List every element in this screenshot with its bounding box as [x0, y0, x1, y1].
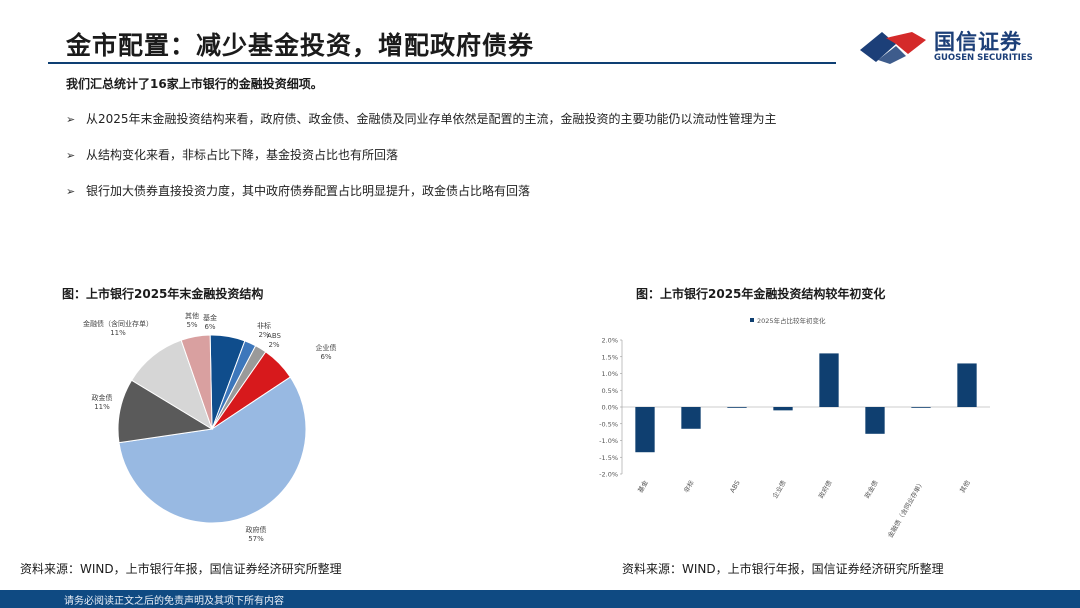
footer-bar: 请务必阅读正文之后的免责声明及其项下所有内容	[0, 590, 1080, 608]
bullet-list: ➢ 从2025年末金融投资结构来看，政府债、政金债、金融债及同业存单依然是配置的主…	[66, 110, 777, 218]
arrow-bullet-icon: ➢	[66, 185, 76, 198]
y-tick-label: -2.0%	[599, 471, 618, 479]
x-category-label: 基金	[635, 478, 650, 494]
bar-5	[865, 407, 885, 434]
x-category-label: 政金债	[862, 478, 880, 500]
bar-7	[957, 363, 977, 407]
y-tick-label: -0.5%	[599, 420, 618, 428]
pie-value-label-7: 5%	[186, 321, 197, 329]
pie-label-5: 政金债	[92, 393, 113, 402]
source-note-right: 资料来源：WIND，上市银行年报，国信证券经济研究所整理	[622, 562, 944, 576]
pie-value-label-2: 2%	[268, 341, 279, 349]
pie-value-label-5: 11%	[94, 403, 110, 411]
pie-slice-7	[180, 334, 213, 430]
page-title: 金市配置：减少基金投资，增配政府债券	[66, 31, 535, 60]
x-category-label: 其他	[957, 478, 972, 494]
y-tick-label: 0.0%	[601, 404, 618, 412]
bullet-item: ➢ 从2025年末金融投资结构来看，政府债、政金债、金融债及同业存单依然是配置的主…	[66, 110, 777, 146]
y-tick-label: 1.0%	[601, 370, 618, 378]
bullet-text: 银行加大债券直接投资力度，其中政府债券配置占比明显提升，政金债占比略有回落	[86, 184, 531, 198]
pie-value-label-1: 2%	[258, 331, 269, 339]
pie-label-0: 基金	[203, 313, 217, 322]
legend-swatch	[750, 318, 754, 322]
bar-0	[635, 407, 655, 453]
y-tick-label: 1.5%	[601, 353, 618, 361]
bar-chart: 2025年占比较年初变化 2.0% 1.5% 1.0% 0.5% 0.0% -0.5% -1.…	[599, 316, 990, 540]
arrow-bullet-icon: ➢	[66, 113, 76, 126]
y-tick-label: 0.5%	[601, 387, 618, 395]
x-category-label: ABS	[728, 479, 741, 494]
x-category-label: 企业债	[770, 478, 788, 500]
guosen-logo-icon	[860, 32, 926, 64]
pie-label-7: 其他	[185, 311, 199, 320]
x-category-label: 政府债	[816, 478, 834, 500]
bullet-text: 从2025年末金融投资结构来看，政府债、政金债、金融债及同业存单依然是配置的主流…	[86, 112, 777, 126]
pie-value-label-0: 6%	[204, 323, 215, 331]
y-tick-label: -1.5%	[599, 454, 618, 462]
legend-label: 2025年占比较年初变化	[757, 316, 826, 325]
bullet-item: ➢ 银行加大债券直接投资力度，其中政府债券配置占比明显提升，政金债占比略有回落	[66, 182, 777, 218]
bullet-item: ➢ 从结构变化来看，非标占比下降，基金投资占比也有所回落	[66, 146, 777, 182]
bullet-text: 从结构变化来看，非标占比下降，基金投资占比也有所回落	[86, 148, 399, 162]
bar-1	[681, 407, 701, 429]
pie-label-1: 非标	[257, 321, 271, 330]
bar-2	[727, 407, 747, 408]
footer-disclaimer: 请务必阅读正文之后的免责声明及其项下所有内容	[64, 596, 284, 607]
source-note-left: 资料来源：WIND，上市银行年报，国信证券经济研究所整理	[20, 562, 342, 576]
x-category-label: 非标	[681, 478, 696, 494]
pie-label-2: ABS	[267, 332, 281, 340]
brand-logo: 国信证券 GUOSEN SECURITIES	[856, 24, 1034, 68]
intro-text: 我们汇总统计了16家上市银行的金融投资细项。	[66, 77, 323, 91]
pie-chart-title: 图：上市银行2025年末金融投资结构	[62, 287, 264, 301]
pie-slice-4	[118, 376, 307, 524]
logo-text-cn: 国信证券	[934, 30, 1022, 54]
pie-slice-6	[130, 339, 213, 431]
bar-chart-title: 图：上市银行2025年金融投资结构较年初变化	[636, 287, 886, 301]
bar-6	[911, 407, 931, 408]
bar-4	[819, 353, 839, 407]
pie-slice-5	[117, 379, 214, 444]
pie-label-4: 政府债	[246, 525, 267, 534]
title-divider	[48, 62, 836, 64]
bar-3	[773, 407, 793, 411]
arrow-bullet-icon: ➢	[66, 149, 76, 162]
pie-value-label-3: 6%	[320, 353, 331, 361]
y-tick-label: -1.0%	[599, 437, 618, 445]
logo-text-en: GUOSEN SECURITIES	[934, 53, 1033, 63]
x-category-label: 金融债（含同业存单）	[885, 479, 925, 540]
y-tick-label: 2.0%	[601, 337, 618, 345]
pie-value-label-4: 57%	[248, 535, 264, 543]
pie-label-6: 金融债（含同业存单）	[83, 319, 153, 328]
pie-value-label-6: 11%	[110, 329, 126, 337]
pie-label-3: 企业债	[316, 343, 337, 352]
